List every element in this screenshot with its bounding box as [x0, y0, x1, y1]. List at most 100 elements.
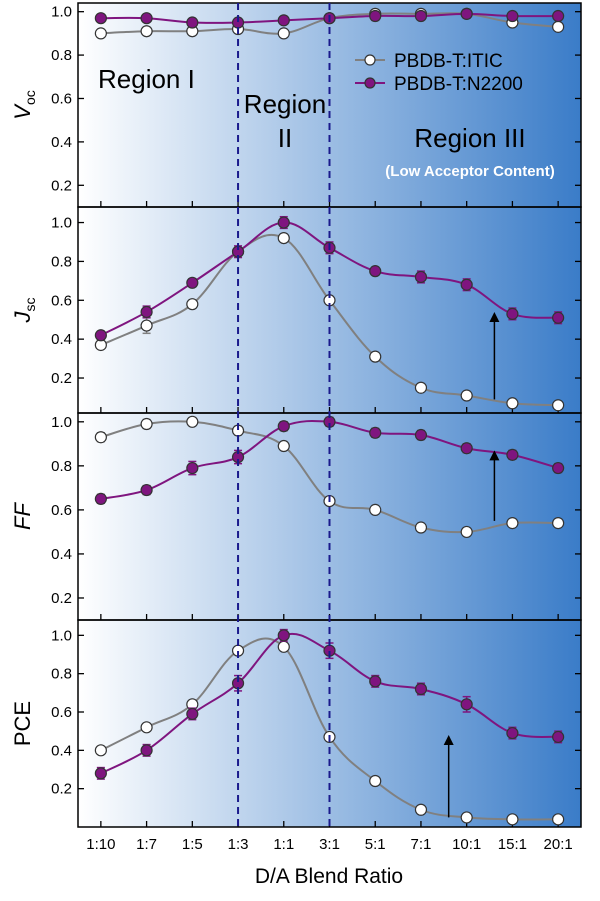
x-tick-label: 5:1	[365, 836, 386, 853]
itic-point	[460, 389, 473, 402]
itic-point	[140, 721, 153, 734]
legend-itic-marker	[364, 54, 376, 66]
y-tick-label: 1.0	[51, 414, 72, 431]
legend-n2200-label: PBDB-T:N2200	[394, 74, 523, 95]
itic-point	[94, 744, 107, 757]
x-tick-label: 1:5	[182, 836, 203, 853]
y-axis-label: Voc	[10, 90, 38, 119]
region-3-sublabel: (Low Acceptor Content)	[385, 163, 554, 180]
panel-2: 0.2 0.4 0.6 0.8 1.0 Jsc	[10, 206, 582, 414]
itic-point	[552, 20, 565, 33]
n2200-point	[186, 16, 199, 29]
n2200-point	[506, 9, 519, 23]
y-tick-label: 0.6	[51, 90, 72, 107]
legend: PBDB-T:ITIC PBDB-T:N2200	[355, 51, 523, 95]
y-tick-label: 0.4	[51, 546, 72, 563]
x-tick-label: 1:7	[136, 836, 157, 853]
region-1-label: Region I	[98, 64, 195, 94]
n2200-point	[94, 492, 107, 505]
itic-point	[140, 417, 153, 431]
itic-point	[369, 503, 382, 516]
itic-point	[277, 439, 290, 453]
itic-point	[140, 25, 153, 38]
n2200-point	[460, 278, 473, 291]
n2200-point	[369, 9, 382, 23]
trend-arrow-head	[489, 311, 500, 322]
y-tick-label: 0.2	[51, 781, 72, 798]
region-2-label-line1: Region	[244, 89, 326, 119]
n2200-point	[369, 675, 382, 688]
region-2-label-line2: II	[278, 123, 292, 153]
n2200-point	[94, 767, 107, 780]
itic-point	[552, 517, 565, 530]
x-tick-label: 1:3	[228, 836, 249, 853]
y-tick-label: 0.8	[51, 666, 72, 683]
x-tick-label: 15:1	[498, 836, 527, 853]
n2200-point	[186, 707, 199, 721]
itic-point	[506, 517, 519, 530]
n2200-point	[552, 311, 565, 324]
n2200-point	[186, 276, 199, 289]
trend-arrow-head	[489, 450, 500, 461]
itic-point	[414, 521, 428, 534]
n2200-point	[506, 307, 519, 320]
n2200-point	[140, 744, 153, 757]
n2200-point	[94, 329, 107, 342]
itic-point	[414, 803, 428, 816]
itic-point	[552, 813, 565, 826]
n2200-point	[186, 461, 199, 475]
itic-point	[277, 231, 290, 245]
x-tick-label: 20:1	[544, 836, 573, 853]
n2200-point	[140, 305, 153, 319]
y-tick-label: 0.4	[51, 134, 72, 151]
legend-n2200-marker	[364, 77, 376, 89]
n2200-point	[460, 442, 473, 455]
itic-point	[277, 640, 290, 653]
y-axis-label: PCE	[10, 701, 35, 746]
itic-point	[414, 381, 428, 394]
n2200-point	[140, 12, 153, 25]
n2200-point	[414, 9, 428, 23]
y-tick-label: 0.6	[51, 704, 72, 721]
x-tick-label: 3:1	[319, 836, 340, 853]
itic-point	[460, 525, 473, 539]
legend-itic-label: PBDB-T:ITIC	[394, 51, 503, 72]
y-tick-label: 0.8	[51, 253, 72, 270]
n2200-point	[369, 426, 382, 439]
n2200-point	[552, 9, 565, 23]
y-tick-label: 0.4	[51, 331, 72, 348]
n2200-point	[552, 730, 565, 744]
n2200-point	[140, 483, 153, 497]
y-axis-label: Jsc	[10, 298, 38, 324]
itic-point	[277, 27, 290, 40]
itic-point	[94, 431, 107, 444]
itic-point	[552, 399, 565, 412]
n2200-point	[277, 420, 290, 433]
x-tick-label: 7:1	[411, 836, 432, 853]
n2200-point	[552, 461, 565, 475]
x-tick-label: 10:1	[452, 836, 481, 853]
y-tick-label: 0.4	[51, 742, 72, 759]
n2200-point	[277, 216, 290, 229]
y-axis-label: FF	[10, 502, 35, 530]
n2200-point	[369, 265, 382, 278]
n2200-point	[414, 428, 428, 442]
itic-point	[506, 397, 519, 410]
n2200-point	[460, 698, 473, 711]
n2200-point	[506, 448, 519, 461]
y-tick-label: 0.2	[51, 590, 72, 607]
region-3-label: Region III	[414, 123, 525, 153]
x-tick-label: 1:10	[86, 836, 115, 853]
itic-point	[186, 415, 199, 428]
y-tick-label: 0.2	[51, 177, 72, 194]
n2200-point	[506, 726, 519, 740]
n2200-point	[277, 14, 290, 27]
n2200-point	[94, 12, 107, 25]
itic-point	[369, 350, 382, 363]
y-tick-label: 1.0	[51, 215, 72, 232]
y-tick-label: 1.0	[51, 627, 72, 644]
n2200-point	[277, 629, 290, 642]
itic-point	[140, 319, 153, 332]
